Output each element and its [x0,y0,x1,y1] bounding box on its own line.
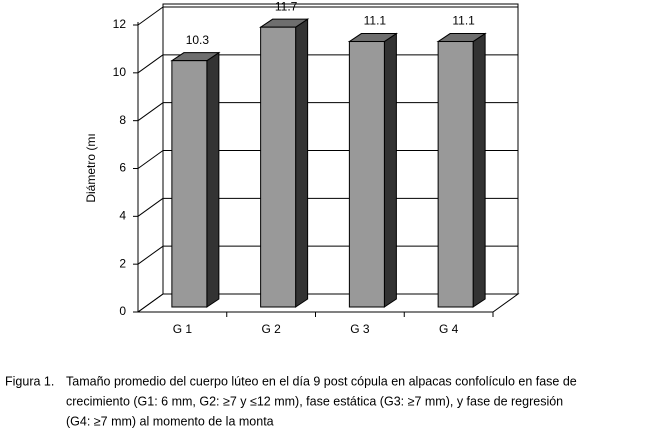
bar-side [206,51,220,308]
y-tick-label: 8 [119,113,126,127]
grid-line [137,197,164,217]
bar-side [295,18,309,308]
grid-line [137,293,164,313]
y-tick-label: 2 [119,256,126,270]
grid-line [137,102,164,122]
y-tick-label: 4 [119,209,126,223]
caption-line: crecimiento (G1: 6 mm, G2: ≥7 y ≤12 mm),… [66,394,563,408]
bar [260,26,297,308]
x-tick-label: G 1 [173,322,193,336]
y-tick-label: 6 [119,161,126,175]
caption-line: (G4: ≥7 mm) al momento de la monta [66,414,274,428]
y-tick-label: 10 [113,65,127,79]
bar [171,60,208,308]
value-label: 11.7 [275,0,298,13]
grid-line [137,54,164,74]
x-tick-label: G 2 [261,322,281,336]
caption-label: Figura 1. [5,374,54,388]
bar-side [472,32,486,308]
y-tick-label: 12 [113,17,127,31]
bar [348,41,385,308]
bar [437,41,474,308]
y-tick-label: 0 [119,304,126,318]
x-tick-label: G 4 [439,322,459,336]
value-label: 10.3 [186,33,210,47]
bar-side [383,32,397,308]
value-label: 11.1 [452,14,475,28]
grid-line [137,245,164,265]
caption-line: Tamaño promedio del cuerpo lúteo en el d… [66,374,577,388]
grid-line [137,150,164,169]
x-tick-label: G 3 [350,322,370,336]
y-axis-label: Diámetro (mı [84,133,98,202]
value-label: 11.1 [364,14,387,28]
grid-line [137,6,164,26]
